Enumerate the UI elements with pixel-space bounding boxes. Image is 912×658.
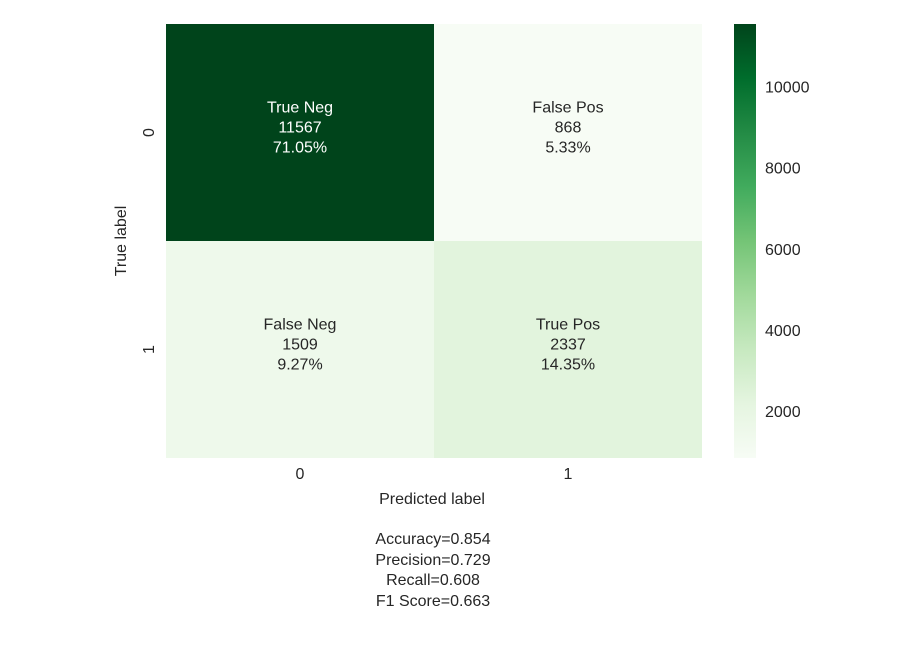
accuracy-text: Accuracy=0.854 [375, 531, 491, 548]
x-tick-label: 0 [296, 466, 305, 483]
heatmap-cell [166, 24, 434, 241]
cell-count-label: 1509 [282, 337, 318, 354]
colorbar-tick-label: 2000 [765, 404, 801, 421]
heatmap-cells [166, 24, 702, 458]
y-tick-label: 1 [141, 345, 158, 354]
precision-text: Precision=0.729 [375, 551, 491, 569]
cell-category-label: False Neg [264, 317, 337, 334]
y-axis-label: True label [113, 206, 130, 277]
colorbar-tick-label: 10000 [765, 80, 810, 97]
recall-text: Recall=0.608 [386, 572, 480, 589]
cell-category-label: True Pos [536, 317, 600, 334]
metrics-summary: Accuracy=0.854 Precision=0.729 Recall=0.… [300, 530, 566, 612]
heatmap-cell [434, 241, 702, 458]
cell-count-label: 11567 [278, 120, 321, 137]
y-tick-labels: 01 [141, 128, 158, 354]
heatmap-cell [434, 24, 702, 241]
heatmap-cell [166, 241, 434, 458]
cell-percent-label: 9.27% [277, 357, 322, 374]
colorbar-ticks: 2000 4000 6000 8000 10000 [765, 80, 810, 422]
colorbar-tick-label: 8000 [765, 161, 801, 178]
f1-score-text: F1 Score=0.663 [375, 592, 491, 610]
cell-percent-label: 5.33% [545, 140, 590, 157]
x-tick-label: 1 [564, 466, 573, 483]
cell-percent-label: 71.05% [273, 140, 327, 157]
colorbar-tick-label: 4000 [765, 323, 801, 340]
cell-percent-label: 14.35% [541, 357, 595, 374]
cell-category-label: True Neg [267, 100, 333, 117]
cell-category-label: False Pos [532, 100, 603, 117]
colorbar-tick-label: 6000 [765, 242, 801, 259]
cell-count-label: 2337 [550, 337, 586, 354]
colorbar [734, 24, 756, 458]
y-tick-label: 0 [141, 128, 158, 137]
heatmap-cell-labels: True Neg 11567 71.05% False Pos 868 5.33% Fals… [264, 100, 604, 374]
x-axis-label: Predicted label [379, 491, 485, 508]
cell-count-label: 868 [555, 120, 582, 137]
